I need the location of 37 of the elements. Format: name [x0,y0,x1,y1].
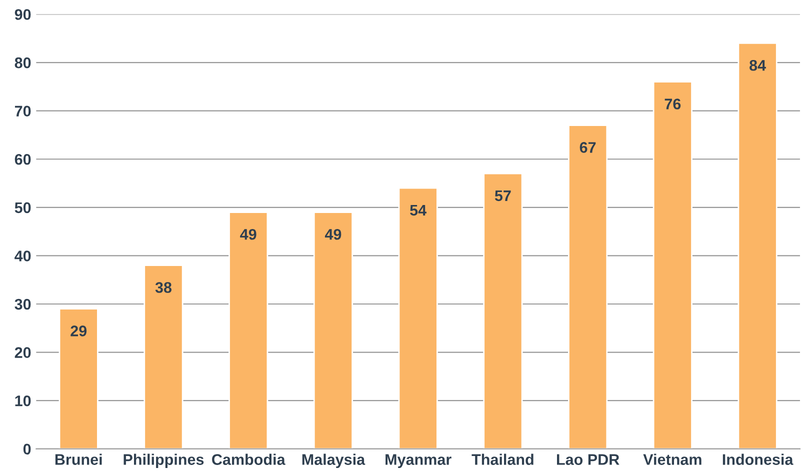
x-tick-label: Lao PDR [557,454,620,465]
x-tick-label: Vietnam [643,454,702,465]
data-label: 76 [664,98,681,110]
y-tick-label: 40 [14,250,31,262]
bar [58,308,98,449]
x-tick-label: Indonesia [722,454,794,465]
x-tick-label: Brunei [55,454,102,465]
data-label: 49 [324,228,342,240]
x-tick-label: Thailand [472,454,534,465]
y-tick-label: 60 [14,154,31,165]
bar [144,264,184,449]
data-label: 38 [155,282,172,293]
y-tick-label: 20 [14,347,31,358]
bar [313,212,354,449]
bar [483,172,523,449]
x-tick-label: Myanmar [386,454,452,468]
y-tick-label: 80 [14,57,31,68]
data-label: 54 [410,204,426,216]
bar [228,212,268,449]
data-label: 84 [750,60,766,71]
bar [568,124,608,449]
bar [738,42,778,449]
x-tick-label: Philippines [124,454,204,468]
y-tick-label: 10 [15,395,31,406]
data-label: 57 [494,190,511,202]
y-tick-label: 90 [14,9,31,20]
data-label: 67 [580,142,596,153]
y-tick-label: 70 [14,106,31,117]
bar [398,187,438,449]
y-tick-label: 0 [23,444,31,455]
x-tick-label: Cambodia [212,454,286,465]
data-label: 49 [240,228,256,240]
data-label: 29 [70,326,87,336]
y-tick-label: 50 [14,202,31,214]
y-tick-label: 30 [14,298,31,310]
bar [652,81,692,449]
x-tick-label: Malaysia [302,454,366,468]
